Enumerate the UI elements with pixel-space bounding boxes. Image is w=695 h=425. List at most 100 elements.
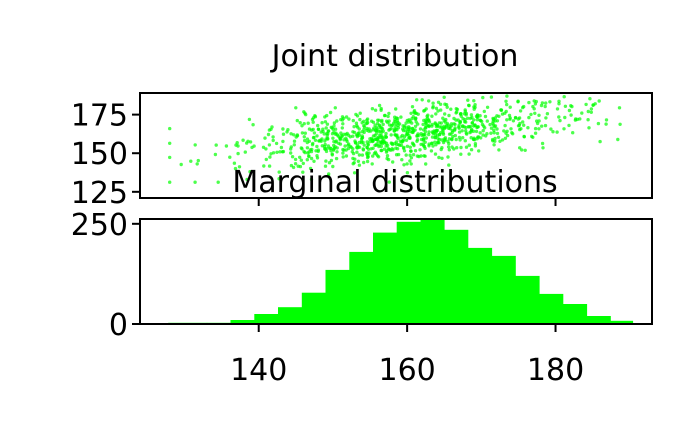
- scatter-point: [533, 131, 538, 135]
- scatter-point: [424, 124, 428, 128]
- scatter-point: [474, 129, 479, 134]
- scatter-point: [415, 138, 420, 142]
- scatter-point: [424, 119, 428, 123]
- scatter-point: [505, 133, 510, 138]
- scatter-point: [410, 127, 415, 131]
- scatter-point: [469, 130, 473, 134]
- scatter-point: [473, 123, 477, 128]
- scatter-point: [328, 110, 333, 115]
- scatter-point: [447, 113, 451, 118]
- scatter-point: [569, 113, 573, 117]
- scatter-point: [386, 114, 390, 119]
- scatter-point: [523, 148, 527, 152]
- scatter-point: [555, 130, 559, 134]
- scatter-point: [434, 130, 438, 135]
- scatter-point: [362, 130, 366, 135]
- scatter-point: [489, 131, 493, 135]
- scatter-point: [404, 121, 408, 125]
- scatter-point: [604, 122, 608, 126]
- scatter-point: [365, 159, 370, 164]
- scatter-point: [535, 121, 540, 126]
- scatter-point: [362, 124, 366, 128]
- scatter-point: [444, 125, 448, 129]
- scatter-point: [481, 95, 485, 100]
- scatter-point: [311, 120, 315, 124]
- joint-y-tick-label: 175: [71, 99, 128, 134]
- scatter-point: [464, 145, 469, 149]
- scatter-point: [389, 141, 393, 145]
- scatter-point: [404, 133, 408, 137]
- scatter-point: [168, 126, 172, 131]
- scatter-point: [373, 128, 378, 133]
- scatter-point: [264, 157, 268, 162]
- scatter-point: [277, 177, 281, 181]
- histogram-bar: [325, 269, 350, 324]
- scatter-point: [466, 98, 470, 102]
- scatter-point: [387, 180, 391, 184]
- scatter-point: [569, 104, 573, 108]
- scatter-point: [311, 136, 316, 140]
- scatter-point: [522, 123, 526, 127]
- scatter-point: [391, 160, 395, 164]
- scatter-point: [262, 164, 266, 168]
- scatter-point: [434, 106, 439, 111]
- scatter-point: [323, 142, 327, 147]
- scatter-point: [342, 148, 346, 152]
- histogram-bar: [515, 275, 540, 324]
- scatter-point: [268, 155, 272, 159]
- scatter-point: [344, 154, 349, 158]
- scatter-point: [438, 125, 442, 129]
- scatter-point: [377, 118, 381, 123]
- scatter-point: [168, 180, 172, 184]
- scatter-point: [329, 158, 334, 163]
- scatter-point: [489, 126, 494, 130]
- scatter-point: [455, 146, 459, 150]
- scatter-point: [353, 139, 357, 143]
- scatter-point: [491, 116, 495, 121]
- scatter-point: [340, 134, 344, 139]
- scatter-point: [540, 141, 545, 146]
- scatter-point: [323, 164, 328, 168]
- scatter-point: [277, 170, 281, 174]
- scatter-point: [355, 143, 360, 147]
- scatter-point: [495, 131, 500, 136]
- scatter-point: [587, 126, 591, 130]
- scatter-point: [447, 163, 451, 167]
- scatter-point: [446, 145, 451, 149]
- scatter-point: [312, 159, 316, 163]
- scatter-point: [567, 108, 572, 113]
- scatter-point: [293, 157, 298, 162]
- scatter-point: [436, 100, 441, 105]
- scatter-point: [427, 120, 432, 124]
- scatter-point: [533, 111, 537, 116]
- scatter-point: [545, 112, 550, 116]
- scatter-point: [433, 121, 437, 125]
- scatter-point: [410, 105, 415, 109]
- scatter-point: [365, 117, 370, 121]
- marginal-y-ticks: 0 250: [71, 208, 140, 343]
- scatter-point: [604, 118, 609, 122]
- scatter-point: [415, 134, 419, 138]
- scatter-point: [496, 135, 501, 139]
- scatter-point: [396, 152, 401, 157]
- scatter-point: [384, 131, 388, 136]
- scatter-point: [393, 115, 397, 119]
- scatter-point: [505, 129, 509, 133]
- scatter-point: [292, 143, 296, 147]
- scatter-point: [447, 148, 451, 152]
- scatter-point: [503, 111, 507, 115]
- scatter-point: [344, 132, 348, 137]
- scatter-point: [342, 138, 346, 142]
- scatter-point: [334, 139, 338, 143]
- scatter-point: [469, 113, 474, 117]
- scatter-point: [362, 127, 366, 132]
- scatter-point: [430, 114, 434, 118]
- scatter-point: [405, 144, 410, 148]
- scatter-point: [323, 120, 328, 124]
- scatter-point: [281, 132, 286, 136]
- scatter-point: [261, 145, 266, 149]
- scatter-point: [289, 147, 293, 151]
- scatter-point: [300, 131, 305, 135]
- joint-axes-frame: [139, 92, 653, 199]
- scatter-point: [302, 135, 306, 139]
